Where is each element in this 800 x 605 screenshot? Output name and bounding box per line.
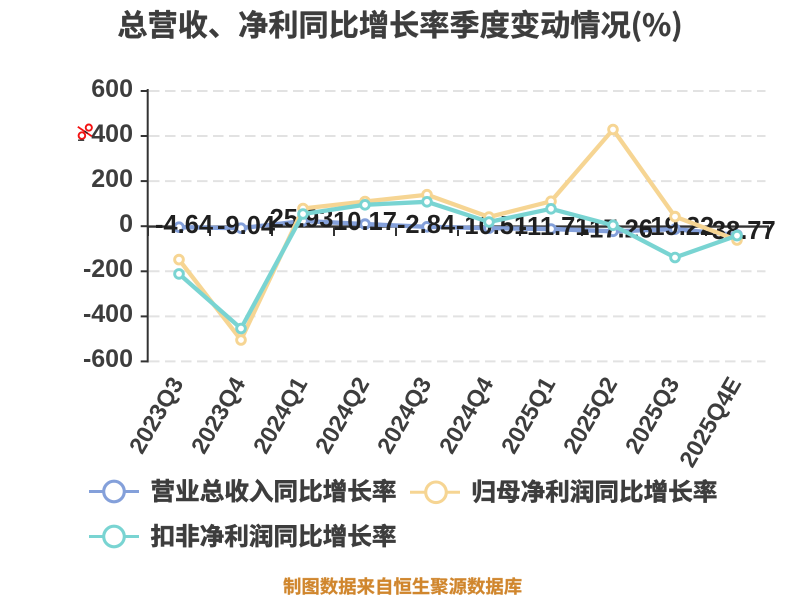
svg-text:400: 400 (91, 120, 133, 148)
svg-text:-600: -600 (83, 345, 133, 373)
svg-text:600: 600 (91, 75, 133, 103)
svg-text:-2.84: -2.84 (397, 211, 456, 239)
svg-text:-200: -200 (83, 255, 133, 283)
svg-text:10.17: 10.17 (333, 208, 397, 236)
svg-text:200: 200 (91, 165, 133, 193)
svg-text:-4.64: -4.64 (155, 211, 214, 239)
svg-text:0: 0 (119, 210, 133, 238)
svg-text:-9.04: -9.04 (217, 212, 276, 240)
svg-text:-400: -400 (83, 300, 133, 328)
